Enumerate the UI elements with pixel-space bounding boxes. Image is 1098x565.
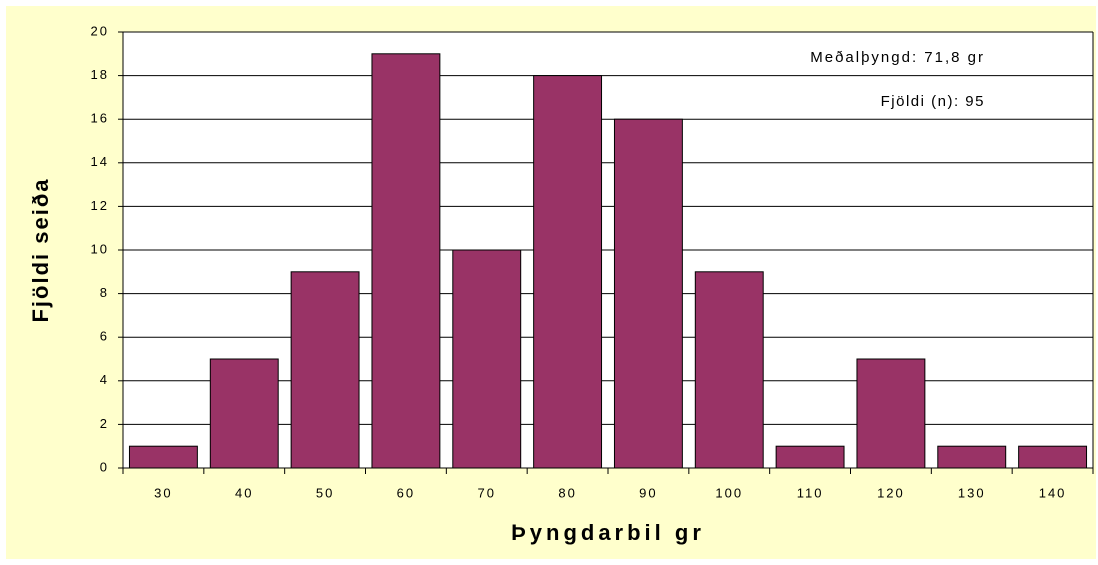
bar: [613, 118, 683, 469]
bar: [856, 358, 926, 469]
bar: [1018, 445, 1088, 469]
y-tick-label: 4: [100, 372, 109, 387]
x-axis-label: Þyngdarbil gr: [511, 520, 705, 545]
annotation: Meðalþyngd: 71,8 gr: [810, 49, 985, 66]
bar: [128, 445, 198, 469]
x-tick-label: 120: [877, 485, 905, 500]
bar: [694, 271, 764, 469]
x-tick-label: 140: [1039, 485, 1067, 500]
x-tick-label: 30: [154, 485, 172, 500]
x-tick-label: 90: [639, 485, 657, 500]
annotation: Fjöldi (n): 95: [881, 93, 985, 110]
bar: [209, 358, 279, 469]
x-tick-label: 50: [316, 485, 334, 500]
y-tick-label: 14: [91, 154, 109, 169]
y-tick-label: 8: [100, 285, 109, 300]
y-tick-label: 0: [100, 459, 109, 474]
y-tick-label: 16: [91, 111, 109, 126]
x-tick-label: 70: [478, 485, 496, 500]
bar: [775, 445, 845, 469]
y-tick-label: 18: [91, 67, 109, 82]
y-tick-label: 12: [91, 198, 109, 213]
x-tick-label: 80: [558, 485, 576, 500]
y-tick-label: 2: [100, 416, 109, 431]
x-tick-label: 100: [715, 485, 743, 500]
y-axis-label: Fjöldi seiða: [28, 177, 53, 322]
bar: [533, 75, 603, 469]
bar: [937, 445, 1007, 469]
bar: [452, 249, 522, 469]
x-tick-label: 110: [797, 485, 824, 500]
x-tick-label: 60: [397, 485, 415, 500]
x-tick-label: 130: [958, 485, 986, 500]
y-tick-label: 10: [91, 241, 109, 256]
x-tick-label: 40: [235, 485, 253, 500]
y-tick-label: 20: [91, 23, 109, 38]
bar: [371, 53, 441, 469]
y-tick-label: 6: [100, 329, 109, 344]
bar: [290, 271, 360, 469]
